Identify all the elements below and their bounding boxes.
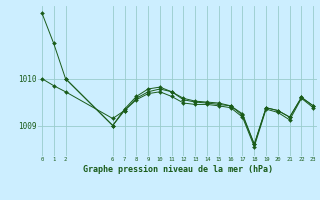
X-axis label: Graphe pression niveau de la mer (hPa): Graphe pression niveau de la mer (hPa): [83, 165, 273, 174]
